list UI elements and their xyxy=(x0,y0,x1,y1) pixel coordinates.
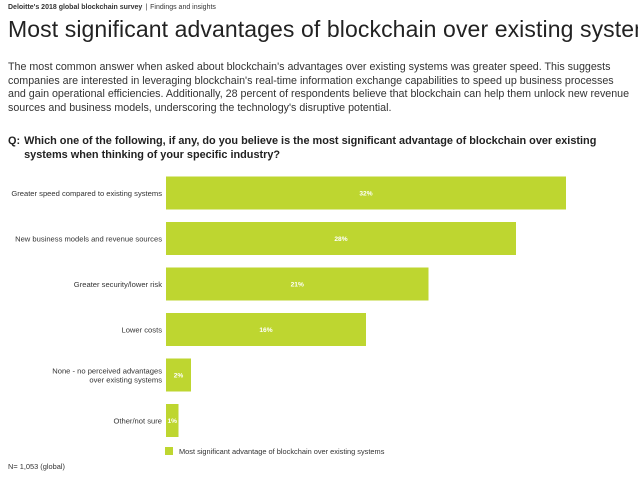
chart-legend: Most significant advantage of blockchain… xyxy=(165,447,384,456)
legend-swatch xyxy=(165,447,173,455)
value-label-2: 28% xyxy=(334,236,347,243)
category-label-line: Other/not sure xyxy=(113,417,162,426)
category-label-line: over existing systems xyxy=(89,376,162,385)
page-title: Most significant advantages of blockchai… xyxy=(8,16,638,42)
category-label-4: Lower costs xyxy=(121,326,162,335)
value-label-1: 32% xyxy=(359,191,372,198)
category-label-line: Greater security/lower risk xyxy=(74,280,162,289)
bar-5 xyxy=(166,358,191,392)
bar-1 xyxy=(166,176,566,210)
bar-3 xyxy=(166,267,429,301)
intro-paragraph: The most common answer when asked about … xyxy=(8,61,630,114)
category-label-6: Other/not sure xyxy=(113,417,162,426)
survey-question: Q: Which one of the following, if any, do… xyxy=(8,135,634,162)
category-label-2: New business models and revenue sources xyxy=(15,235,162,244)
legend-label: Most significant advantage of blockchain… xyxy=(179,447,385,456)
category-label-line: Greater speed compared to existing syste… xyxy=(11,189,162,198)
bar-2 xyxy=(166,222,516,255)
report-name: Deloitte's 2018 global blockchain survey xyxy=(8,4,143,11)
value-label-3: 21% xyxy=(291,282,304,289)
category-label-line: Lower costs xyxy=(121,326,162,335)
header-separator: | xyxy=(145,4,148,11)
category-label-line: None - no perceived advantages xyxy=(52,367,162,376)
category-label-line: New business models and revenue sources xyxy=(15,235,162,244)
report-header: Deloitte's 2018 global blockchain survey… xyxy=(8,4,216,11)
category-label-1: Greater speed compared to existing syste… xyxy=(11,189,162,198)
sample-size-footnote: N= 1,053 (global) xyxy=(8,462,65,471)
question-prefix: Q: xyxy=(8,135,21,147)
category-label-3: Greater security/lower risk xyxy=(74,280,162,289)
category-label-5: None - no perceived advantages over exist… xyxy=(52,367,162,385)
bar-6 xyxy=(166,404,179,437)
value-label-4: 16% xyxy=(259,327,272,334)
value-label-5: 2% xyxy=(174,373,184,380)
section-name: Findings and insights xyxy=(150,4,216,11)
value-label-6: 1% xyxy=(167,418,177,425)
question-text: Which one of the following, if any, do y… xyxy=(24,135,597,161)
bar-4 xyxy=(166,313,366,346)
bar-chart: 32% Greater speed compared to existing sy… xyxy=(11,176,566,437)
